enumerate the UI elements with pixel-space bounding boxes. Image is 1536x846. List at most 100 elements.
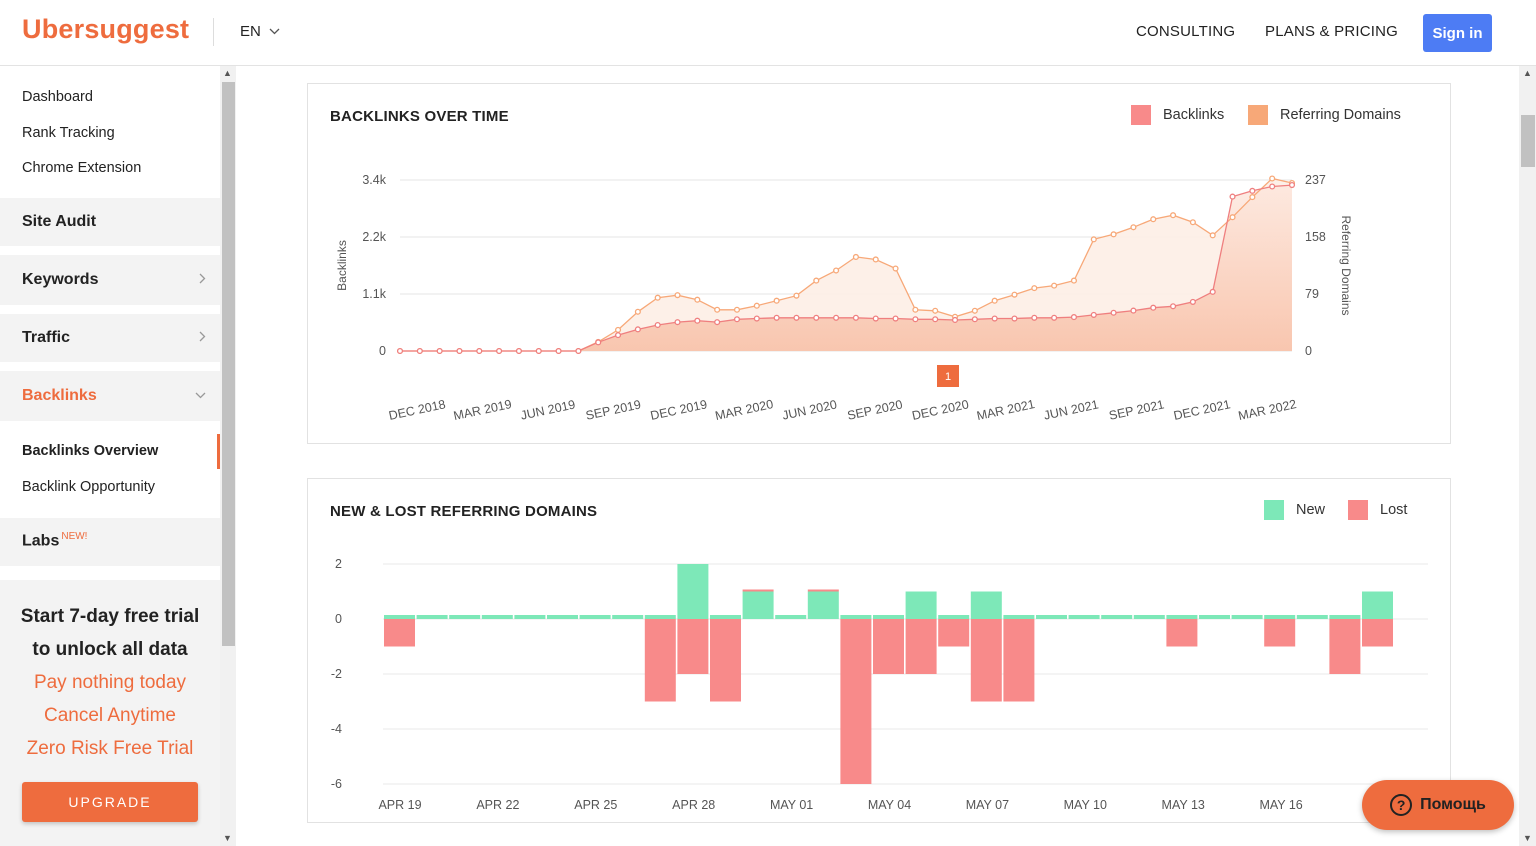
backlinks-point	[773, 297, 780, 304]
backlinks-point	[1031, 285, 1038, 292]
sidebar-item-keywords[interactable]: Keywords	[0, 255, 220, 305]
new-bar	[514, 615, 546, 619]
lost-bar-thin	[742, 589, 774, 592]
referring-domains-point	[595, 339, 602, 346]
lost-bar	[384, 619, 415, 647]
referring-domains-point	[833, 314, 840, 321]
sidebar-item-backlinks[interactable]: Backlinks	[0, 371, 220, 421]
x-axis-tick-label: MAY 01	[770, 798, 813, 812]
legend-swatch	[1348, 500, 1368, 520]
page-scrollbar[interactable]	[1519, 66, 1536, 846]
x-axis-tick-label: MAR 2019	[452, 397, 513, 423]
new-bar	[742, 591, 774, 619]
x-axis-tick-label: MAR 2022	[1237, 397, 1298, 423]
sign-in-button[interactable]: Sign in	[1423, 14, 1492, 52]
referring-domains-point	[912, 316, 919, 323]
new-bar	[1036, 615, 1067, 619]
legend-swatch	[1248, 105, 1268, 125]
backlinks-point	[1269, 175, 1276, 182]
referring-domains-point	[1249, 187, 1256, 194]
left-axis-tick-label: 3.4k	[362, 173, 386, 187]
backlinks-point	[1110, 231, 1117, 238]
new-bar	[840, 615, 872, 619]
sidebar-item-backlinks-overview[interactable]: Backlinks Overview	[22, 443, 159, 459]
sidebar-item-traffic[interactable]: Traffic	[0, 314, 220, 362]
scroll-up-arrow-icon[interactable]: ▲	[1523, 68, 1532, 78]
sidebar-item-label: Site Audit	[22, 213, 97, 230]
legend-new[interactable]: New	[1264, 500, 1325, 520]
sidebar-item-label: Traffic	[22, 329, 71, 346]
lost-bar	[938, 619, 970, 647]
backlinks-point	[892, 265, 899, 272]
referring-domains-point	[654, 321, 661, 329]
referring-domains-point	[674, 319, 681, 326]
language-label: EN	[240, 23, 261, 40]
legend-label: Referring Domains	[1280, 107, 1401, 123]
backlinks-point	[634, 308, 641, 315]
nav-consulting[interactable]: CONSULTING	[1136, 23, 1236, 40]
backlinks-point	[912, 306, 919, 313]
x-axis-tick-label: JUN 2020	[781, 397, 838, 422]
header-divider	[213, 18, 214, 46]
sidebar-item-site-audit[interactable]: Site Audit	[0, 198, 220, 246]
chart-title: BACKLINKS OVER TIME	[330, 108, 509, 125]
help-button[interactable]: ? Помощь	[1362, 780, 1514, 830]
chevron-down-icon	[195, 392, 206, 399]
legend-lost[interactable]: Lost	[1348, 500, 1407, 520]
sidebar-item-backlink-opportunity[interactable]: Backlink Opportunity	[22, 479, 155, 495]
left-axis-tick-label: 1.1k	[362, 287, 386, 301]
lost-bar	[1329, 619, 1361, 674]
right-axis-label: Referring Domains	[1339, 215, 1353, 315]
nav-plans-pricing[interactable]: PLANS & PRICING	[1265, 23, 1399, 40]
legend-swatch	[1264, 500, 1284, 520]
lost-bar-thin	[807, 589, 839, 592]
referring-domains-point	[872, 315, 879, 322]
legend-swatch	[1131, 105, 1151, 125]
new-lost-domains-card: NEW & LOST REFERRING DOMAINS New Lost 2 0…	[307, 478, 1451, 823]
x-axis-tick-label: MAY 07	[966, 798, 1009, 812]
x-axis-tick-label: MAY 16	[1259, 798, 1302, 812]
active-indicator	[217, 434, 220, 469]
new-lost-bar-chart: 2 0 -2 -4 -6 APR 19 APR 22 APR 25 APR 28 MAY 01 MA…	[331, 557, 1428, 812]
scroll-up-arrow-icon[interactable]: ▲	[223, 68, 232, 78]
x-axis-tick-label: SEP 2020	[846, 397, 904, 422]
sidebar-item-labs[interactable]: Labs NEW!	[0, 518, 220, 566]
new-bar	[1101, 615, 1133, 619]
sidebar-item-chrome-extension[interactable]: Chrome Extension	[22, 160, 142, 176]
lost-bar	[840, 619, 872, 784]
sidebar-item-label: Backlinks	[22, 387, 97, 404]
backlinks-point	[753, 302, 760, 309]
lost-bar	[677, 619, 709, 674]
chevron-right-icon	[199, 273, 206, 284]
sidebar-scrollbar-thumb[interactable]	[222, 82, 235, 646]
right-axis-tick-label: 79	[1305, 287, 1319, 301]
new-bar	[938, 615, 970, 619]
chevron-down-icon	[269, 28, 280, 35]
referring-domains-point	[793, 314, 800, 321]
logo[interactable]: Ubersuggest	[22, 14, 190, 44]
backlinks-line-chart: 0 1.1k 2.2k 3.4k 0 79 158 237 Backlinks Referring…	[335, 173, 1353, 423]
x-axis-tick-label: DEC 2019	[649, 397, 708, 423]
new-bar	[1362, 591, 1393, 619]
backlinks-point	[733, 306, 741, 313]
legend-referring-domains[interactable]: Referring Domains	[1248, 105, 1401, 125]
labs-label: Labs	[22, 532, 60, 550]
x-axis-tick-label: MAR 2021	[975, 397, 1036, 423]
legend-backlinks[interactable]: Backlinks	[1131, 105, 1224, 125]
promo-line-4: Cancel Anytime	[43, 705, 176, 726]
backlinks-point	[714, 306, 721, 313]
backlinks-point	[674, 292, 681, 299]
lost-bar	[644, 619, 676, 702]
referring-domains-point	[1170, 303, 1177, 310]
referring-domains-point	[1070, 314, 1078, 321]
sidebar-item-dashboard[interactable]: Dashboard	[22, 89, 93, 105]
right-axis-tick-label: 158	[1305, 230, 1326, 244]
x-axis-tick-label: SEP 2019	[584, 397, 642, 422]
upgrade-button[interactable]: UPGRADE	[22, 782, 198, 822]
scroll-down-arrow-icon[interactable]: ▼	[1523, 833, 1532, 843]
lost-bar	[1362, 619, 1393, 647]
page-scrollbar-thumb[interactable]	[1521, 115, 1535, 167]
language-selector[interactable]: EN	[240, 23, 280, 40]
scroll-down-arrow-icon[interactable]: ▼	[223, 833, 232, 843]
sidebar-item-rank-tracking[interactable]: Rank Tracking	[22, 125, 115, 141]
